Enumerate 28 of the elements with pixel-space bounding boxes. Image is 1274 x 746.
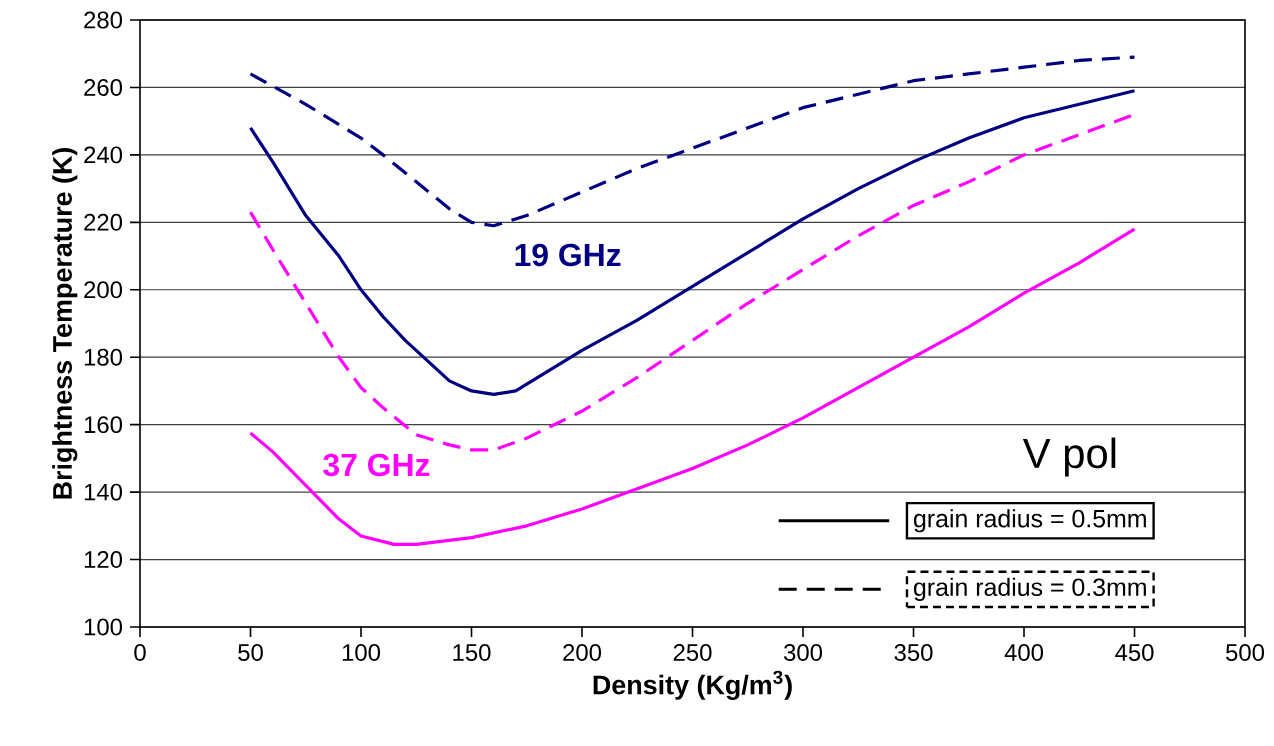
x-tick-label: 0 [134, 644, 146, 661]
x-tick-label: 400 [1004, 644, 1044, 661]
annotation: grain radius = 0.5mm [914, 509, 1146, 533]
annotation: 37 GHz [323, 453, 430, 477]
x-tick-label: 350 [894, 644, 933, 661]
x-tick-label: 300 [783, 644, 823, 661]
x-axis-title: Density (Kg/m$^{3}$) [593, 670, 792, 700]
x-tick-label: 450 [1115, 644, 1154, 661]
y-tick-label: 160 [84, 416, 123, 434]
y-tick-label: 260 [84, 78, 123, 96]
annotation: grain radius = 0.3mm [914, 577, 1146, 601]
y-axis-title: Brightness Temperature (K) [52, 148, 78, 499]
x-tick-label: 50 [238, 644, 263, 661]
annotation: V pol [1022, 437, 1116, 477]
y-tick-label: 180 [84, 348, 123, 366]
y-tick-label: 100 [84, 618, 123, 636]
y-tick-label: 220 [84, 213, 123, 231]
y-tick-label: 240 [84, 146, 123, 164]
y-tick-label: 120 [84, 551, 123, 568]
y-tick-label: 140 [84, 483, 123, 501]
x-tick-label: 250 [673, 644, 712, 661]
x-tick-label: 200 [563, 644, 602, 661]
annotation: 19 GHz [515, 243, 621, 267]
x-tick-label: 100 [342, 644, 381, 661]
y-tick-label: 280 [84, 11, 123, 29]
x-tick-label: 500 [1226, 644, 1265, 661]
x-tick-label: 150 [453, 644, 491, 661]
y-tick-label: 200 [84, 281, 123, 299]
